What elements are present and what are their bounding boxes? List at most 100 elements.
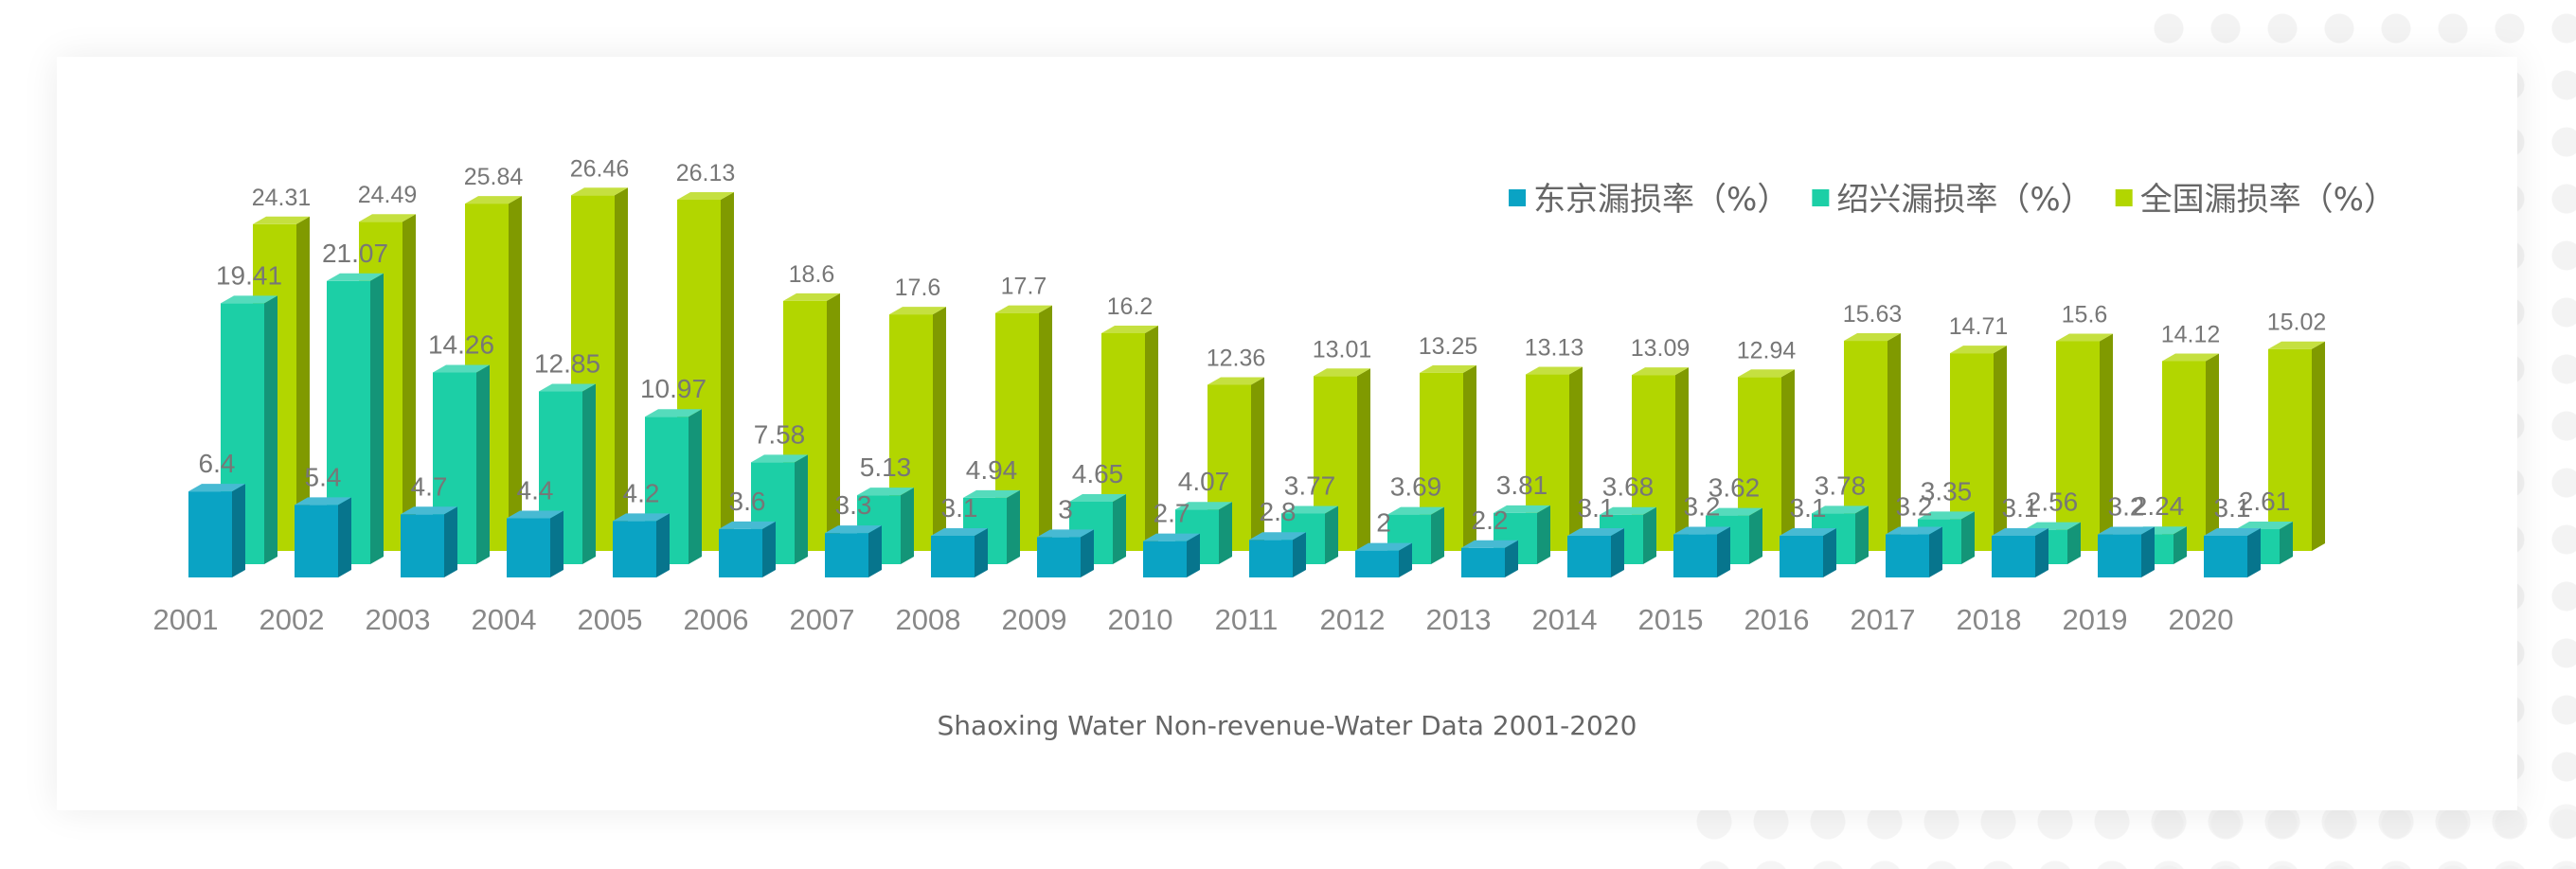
data-label: 12.36 xyxy=(1207,345,1266,371)
data-label: 3.1 xyxy=(1578,493,1615,523)
data-label: 18.6 xyxy=(789,261,835,288)
chart-caption: Shaoxing Water Non-revenue-Water Data 20… xyxy=(937,710,1637,741)
data-label: 4.65 xyxy=(1072,459,1124,488)
data-label: 2.24 xyxy=(2133,491,2185,521)
data-label: 3.77 xyxy=(1284,470,1336,500)
data-label: 5.4 xyxy=(305,462,342,491)
legend-item: 东京漏损率（%） xyxy=(1509,181,1789,219)
x-tick-label: 2012 xyxy=(1320,603,1386,636)
data-label: 4.07 xyxy=(1178,467,1230,496)
data-label: 3.1 xyxy=(2214,493,2251,523)
x-tick-label: 2014 xyxy=(1532,603,1598,636)
x-tick-label: 2019 xyxy=(2063,603,2128,636)
data-label: 13.09 xyxy=(1631,335,1690,362)
x-tick-label: 2003 xyxy=(366,603,431,636)
x-tick-label: 2011 xyxy=(1215,603,1279,636)
data-label: 15.02 xyxy=(2267,310,2327,336)
x-tick-label: 2004 xyxy=(472,603,537,636)
x-tick-label: 2020 xyxy=(2169,603,2234,636)
data-label: 25.84 xyxy=(464,164,524,190)
data-label: 14.26 xyxy=(428,330,494,360)
data-label: 4.4 xyxy=(517,476,554,505)
legend-swatch xyxy=(1812,189,1830,206)
data-label: 24.49 xyxy=(358,182,418,208)
legend-label: 全国漏损率（%） xyxy=(2140,181,2396,219)
data-label: 3.81 xyxy=(1496,470,1548,500)
data-label: 4.2 xyxy=(623,478,660,507)
bar xyxy=(2204,527,2261,577)
data-label: 3.62 xyxy=(1708,473,1761,503)
data-label: 3.3 xyxy=(835,490,872,520)
data-label: 2.7 xyxy=(1154,499,1190,528)
x-tick-label: 2013 xyxy=(1426,603,1492,636)
bar xyxy=(2162,353,2219,551)
data-label: 3.1 xyxy=(1790,493,1827,523)
data-label: 16.2 xyxy=(1107,293,1154,320)
data-label: 15.6 xyxy=(2062,301,2108,328)
data-label: 3.1 xyxy=(941,493,978,523)
data-label: 7.58 xyxy=(754,419,806,449)
data-label: 24.31 xyxy=(252,185,312,211)
data-label: 26.46 xyxy=(570,155,630,182)
data-label: 3.35 xyxy=(1921,476,1973,505)
data-label: 4.94 xyxy=(966,455,1018,485)
data-label: 3.78 xyxy=(1815,470,1867,500)
bar xyxy=(1249,532,1306,577)
data-label: 14.71 xyxy=(1949,313,2009,340)
bar xyxy=(1886,526,1942,577)
data-label: 3.2 xyxy=(2108,492,2145,522)
bar xyxy=(719,521,776,577)
data-label: 4.7 xyxy=(411,471,448,501)
data-label: 5.13 xyxy=(860,452,912,482)
data-label: 2.2 xyxy=(1472,505,1509,535)
legend-swatch xyxy=(2115,189,2133,206)
bar xyxy=(188,484,245,577)
legend: 全国漏损率（%） 绍兴漏损率（%） 东京漏损率（%） xyxy=(1509,181,2396,219)
legend-label: 东京漏损率（%） xyxy=(1533,181,1789,219)
data-label: 19.41 xyxy=(216,260,282,290)
bar xyxy=(931,527,988,577)
data-label: 3.68 xyxy=(1602,472,1655,502)
data-label: 26.13 xyxy=(676,160,736,186)
bar xyxy=(1143,533,1200,577)
chart-card: 24.31 24.49 25.84 26.46 26.13 18.6 17.6 17.7 16.… xyxy=(57,57,2517,810)
data-label: 2.61 xyxy=(2239,487,2291,516)
bar xyxy=(2056,333,2113,551)
bar-chart-3d: 24.31 24.49 25.84 26.46 26.13 18.6 17.6 17.7 16.… xyxy=(153,155,2396,636)
data-label: 2.56 xyxy=(2027,488,2079,517)
bar xyxy=(1037,529,1094,577)
bar xyxy=(613,513,670,577)
x-tick-label: 2002 xyxy=(259,603,325,636)
data-label: 3 xyxy=(1058,494,1073,523)
legend-label: 绍兴漏损率（%） xyxy=(1836,181,2092,219)
legend-item: 全国漏损率（%） xyxy=(2115,181,2396,219)
data-label: 12.85 xyxy=(534,349,600,379)
bar xyxy=(1387,506,1444,564)
bar xyxy=(2098,526,2155,577)
bar xyxy=(1461,540,1518,577)
x-tick-label: 2005 xyxy=(578,603,643,636)
bar xyxy=(1992,527,2048,577)
data-label: 2.8 xyxy=(1260,497,1297,526)
series-1-bars xyxy=(188,484,2261,577)
bar xyxy=(2268,341,2325,551)
data-label: 13.13 xyxy=(1525,335,1584,362)
data-label: 13.25 xyxy=(1419,333,1478,360)
data-label: 21.07 xyxy=(322,239,388,268)
bar xyxy=(1780,527,1836,577)
bar xyxy=(401,506,457,577)
bar xyxy=(1673,526,1730,577)
data-label: 6.4 xyxy=(199,449,236,478)
data-label: 17.7 xyxy=(1001,274,1047,300)
x-tick-label: 2008 xyxy=(896,603,961,636)
x-tick-label: 2007 xyxy=(790,603,855,636)
x-tick-label: 2010 xyxy=(1108,603,1173,636)
x-tick-label: 2016 xyxy=(1744,603,1810,636)
data-label: 12.94 xyxy=(1737,337,1797,364)
legend-item: 绍兴漏损率（%） xyxy=(1812,181,2093,219)
data-label: 2 xyxy=(1376,508,1391,538)
data-label: 3.2 xyxy=(1684,492,1721,522)
bar xyxy=(1355,542,1412,577)
bar xyxy=(295,497,351,577)
x-tick-label: 2015 xyxy=(1638,603,1704,636)
